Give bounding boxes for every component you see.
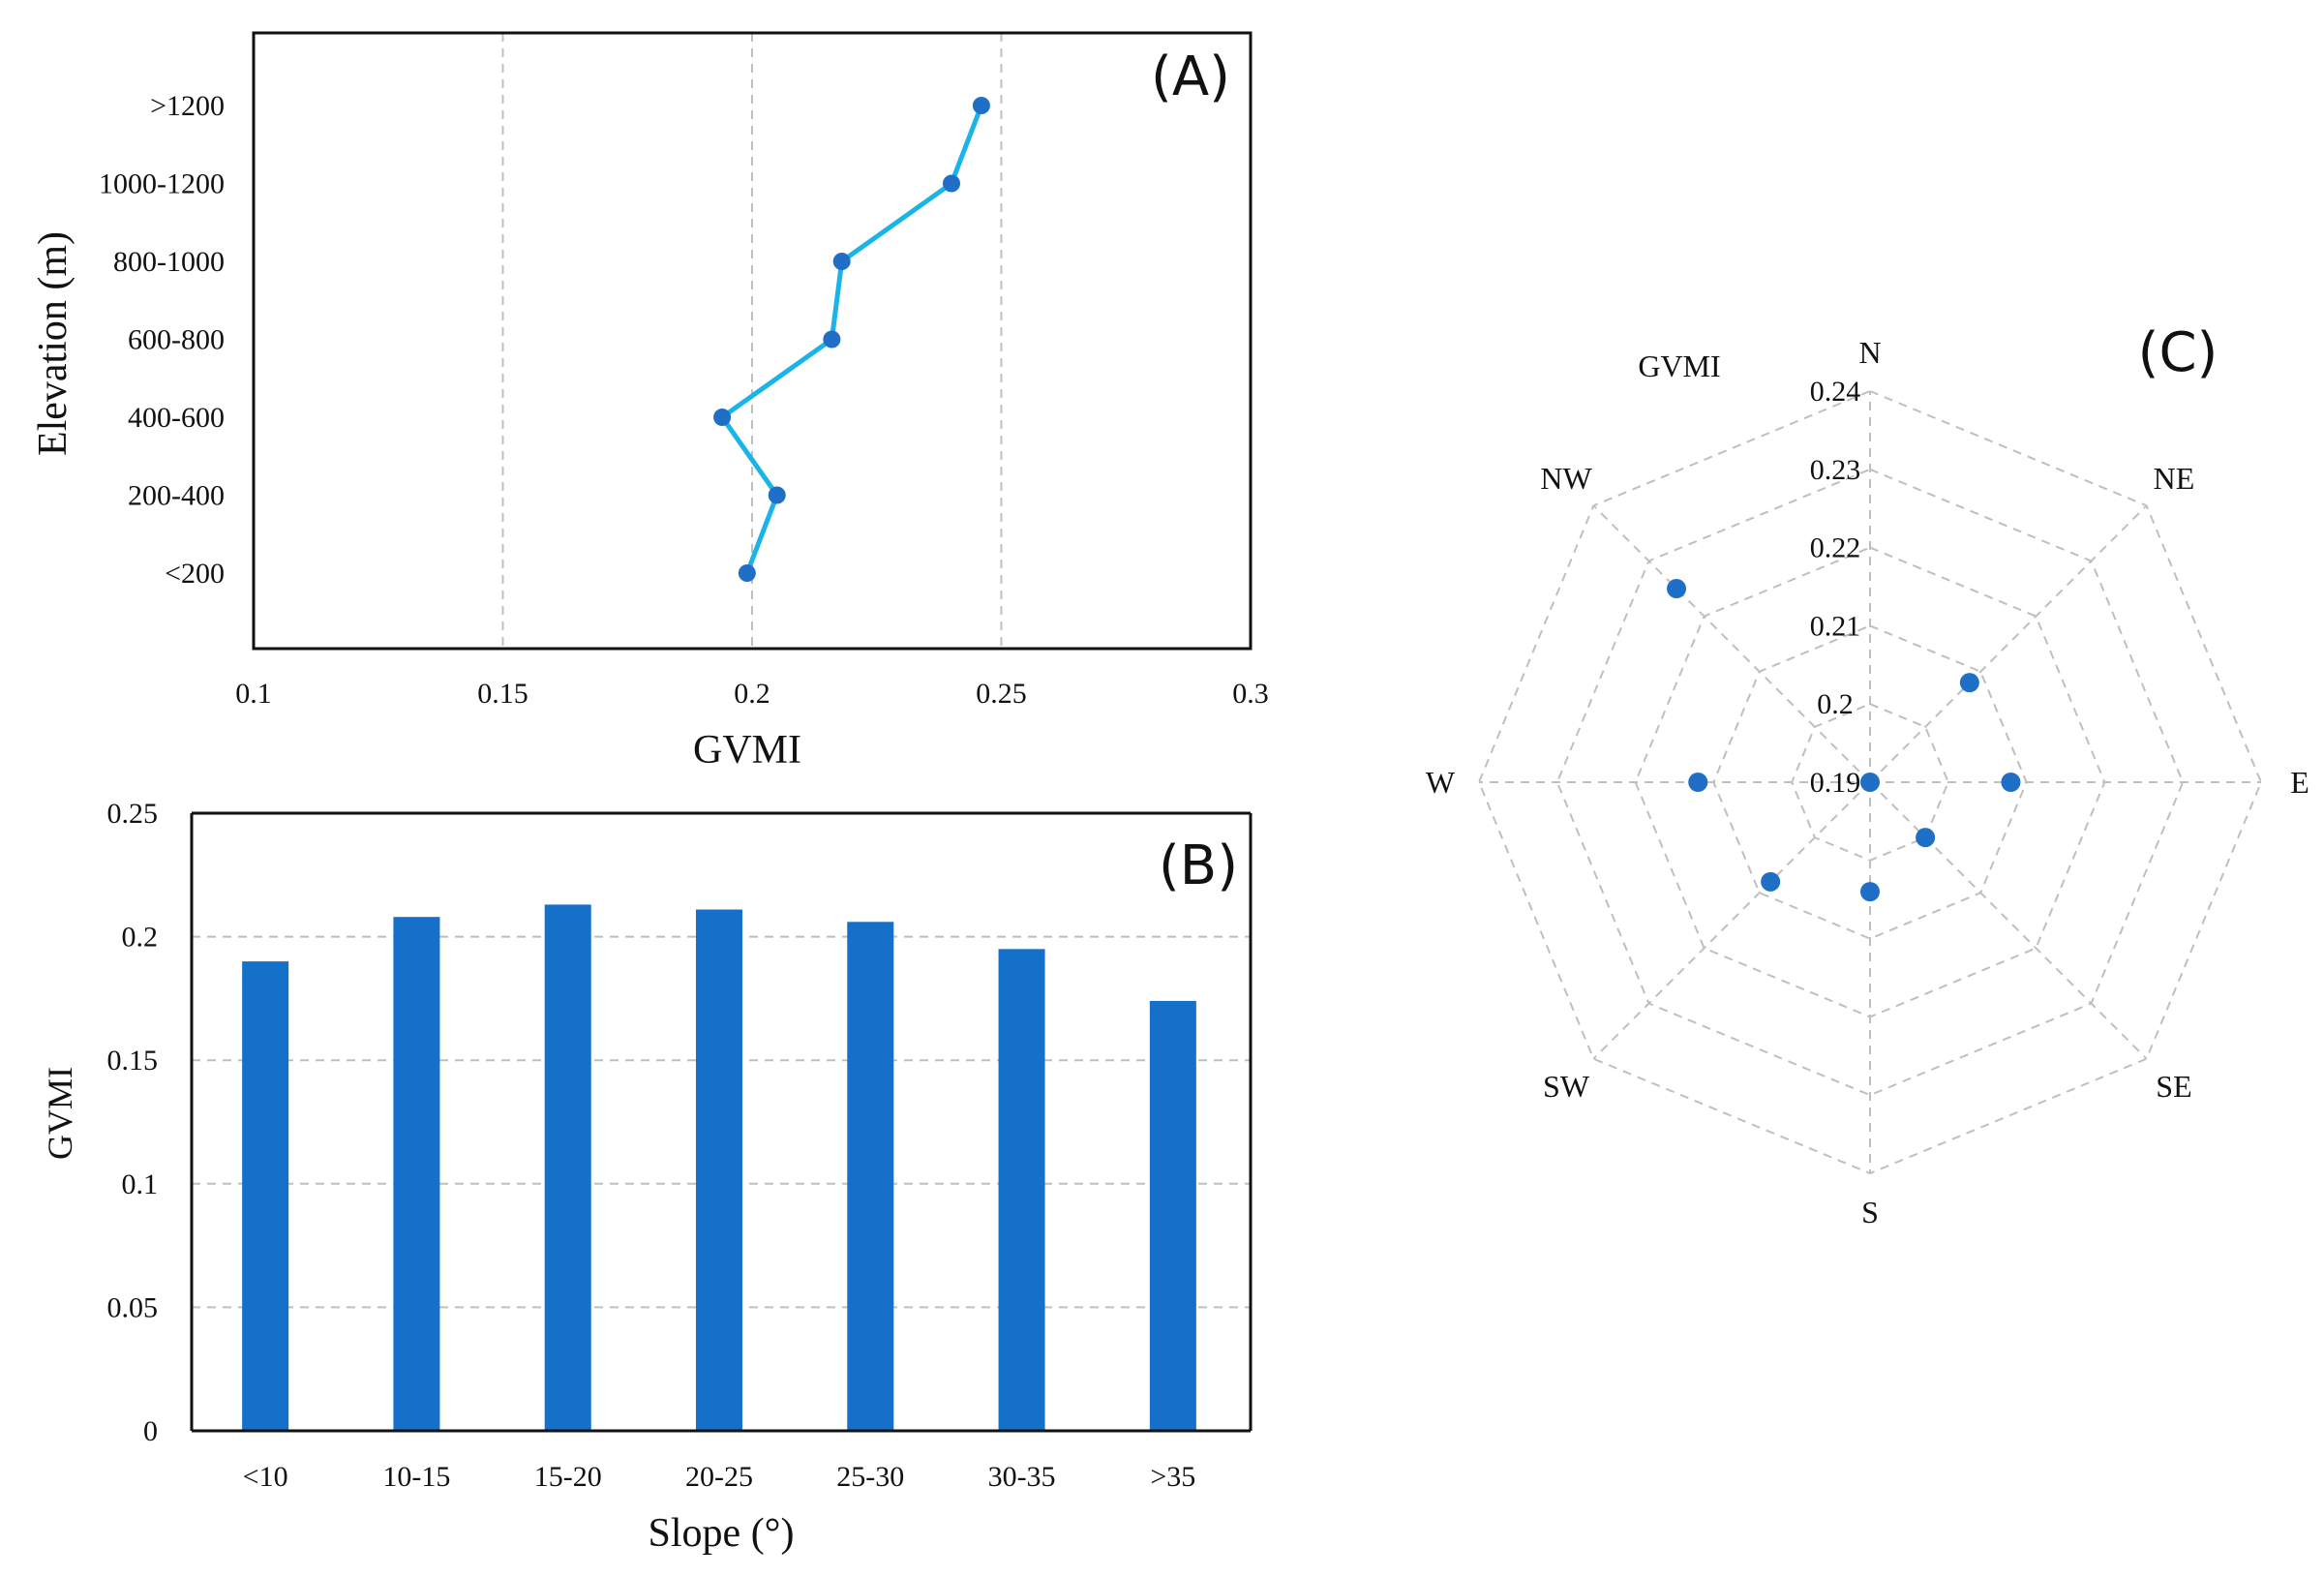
panel-c-points <box>1667 579 2021 902</box>
panel-c-direction-label: W <box>1426 765 1456 800</box>
panel-a-y-tick: 800-1000 <box>113 246 225 278</box>
panel-b-bar <box>242 961 289 1431</box>
panel-b-y-tick-labels: 0 0.05 0.1 0.15 0.2 0.25 <box>107 798 159 1447</box>
panel-a-gridlines <box>501 33 1003 649</box>
panel-a-x-tick: 0.2 <box>734 678 770 710</box>
panel-c-direction-label: SE <box>2156 1069 2191 1104</box>
panel-a-x-axis-title: GVMI <box>693 728 801 773</box>
panel-b-y-tick: 0.05 <box>107 1291 159 1323</box>
panel-c-spoke <box>1592 781 1871 1060</box>
panel-a-point <box>768 486 786 504</box>
panel-a-point <box>738 564 756 582</box>
panel-c-spoke <box>1869 781 2148 1060</box>
panel-a-y-tick: 400-600 <box>128 402 225 434</box>
panel-a-point <box>972 97 990 114</box>
panel-c-radial-tick: 0.21 <box>1810 610 1861 642</box>
panel-b-y-tick: 0.2 <box>122 922 159 954</box>
panel-c-radial-tick: 0.19 <box>1810 767 1861 799</box>
panel-c-radial-tick-labels: 0.19 0.2 0.21 0.22 0.23 0.24 <box>1810 376 1861 799</box>
panel-a-x-tick: 0.3 <box>1232 678 1269 710</box>
panel-c-point <box>1860 882 1880 902</box>
panel-a-x-tick: 0.15 <box>477 678 528 710</box>
panel-a-y-tick: 200-400 <box>128 480 225 512</box>
panel-c-radial-tick: 0.24 <box>1810 376 1861 408</box>
panel-b-y-tick: 0.15 <box>107 1045 159 1077</box>
panel-b-bars <box>242 904 1196 1431</box>
panel-c-aspect-radar: 0.19 0.2 0.21 0.22 0.23 0.24 N NE E SE S SW W NW GVM… <box>1426 321 2309 1229</box>
panel-c-series-name: GVMI <box>1638 349 1720 383</box>
panel-b-x-tick: <10 <box>243 1461 288 1493</box>
panel-b-bar <box>696 909 742 1431</box>
panel-c-direction-label: NW <box>1540 461 1592 496</box>
panel-b-bar <box>847 922 894 1431</box>
panel-b-label: (B) <box>1159 834 1238 897</box>
panel-a-label: (A) <box>1151 45 1230 108</box>
panel-a-x-tick: 0.1 <box>235 678 272 710</box>
panel-c-direction-label: SW <box>1543 1069 1590 1104</box>
panel-a-point <box>713 409 732 426</box>
panel-c-direction-label: E <box>2290 765 2309 800</box>
panel-c-direction-label: N <box>1858 335 1881 370</box>
panel-a-x-tick: 0.25 <box>976 678 1027 710</box>
panel-c-point <box>1860 773 1880 792</box>
panel-b-bar <box>544 904 591 1431</box>
panel-c-label: (C) <box>2138 321 2218 384</box>
panel-c-radial-tick: 0.2 <box>1817 688 1854 720</box>
panel-c-point <box>2001 773 2021 792</box>
panel-b-x-tick: >35 <box>1150 1461 1195 1493</box>
panel-a-y-tick: 1000-1200 <box>99 168 225 200</box>
panel-a-point <box>943 174 960 193</box>
panel-c-point <box>1688 773 1708 792</box>
panel-a-point <box>823 330 841 349</box>
panel-a-y-tick: <200 <box>165 558 225 590</box>
panel-a-y-tick: >1200 <box>150 90 225 122</box>
panel-a-point <box>832 253 851 270</box>
panel-c-radial-tick: 0.22 <box>1810 532 1861 564</box>
panel-c-point <box>1667 579 1687 599</box>
panel-a-y-axis-title: Elevation (m) <box>31 231 75 456</box>
panel-a-y-tick-labels: <200 200-400 400-600 600-800 800-1000 1000-12… <box>99 90 225 590</box>
panel-c-grid-ring <box>1555 468 2185 1097</box>
panel-c-radar-spokes <box>1479 391 2261 1173</box>
panel-b-y-tick: 0 <box>143 1415 158 1447</box>
panel-a-series-line <box>719 103 984 576</box>
panel-b-bar <box>1149 1000 1196 1431</box>
panel-a-elevation-chart: 0.1 0.15 0.2 0.25 0.3 <200 200-400 400-600 600-… <box>31 31 1269 773</box>
panel-b-x-tick: 20-25 <box>685 1461 753 1493</box>
panel-b-x-tick: 30-35 <box>988 1461 1056 1493</box>
panel-b-y-axis-title: GVMI <box>41 1067 79 1160</box>
panel-b-x-tick: 25-30 <box>836 1461 904 1493</box>
panel-c-direction-labels: N NE E SE S SW W NW <box>1426 335 2309 1229</box>
panel-b-x-axis-title: Slope (°) <box>649 1511 795 1556</box>
panel-b-x-tick: 15-20 <box>534 1461 602 1493</box>
panel-b-slope-chart: 0 0.05 0.1 0.15 0.2 0.25 <10 10-15 15-20 20-25 25… <box>41 798 1253 1556</box>
panel-c-point <box>1761 871 1781 892</box>
panel-c-point <box>1916 828 1936 848</box>
panel-a-plot-frame <box>252 31 1253 651</box>
panel-a-y-tick: 600-800 <box>128 324 225 356</box>
panel-b-bar <box>998 949 1045 1431</box>
panel-b-x-tick-labels: <10 10-15 15-20 20-25 25-30 30-35 >35 <box>243 1461 1196 1493</box>
panel-c-grid-ring <box>1712 624 2028 940</box>
panel-b-y-tick: 0.25 <box>107 798 159 830</box>
panel-c-point <box>1959 673 1979 693</box>
panel-a-x-tick-labels: 0.1 0.15 0.2 0.25 0.3 <box>235 678 1269 710</box>
panel-c-spoke <box>1592 504 1871 783</box>
panel-c-radial-tick: 0.23 <box>1810 454 1861 486</box>
panel-c-direction-label: S <box>1861 1195 1879 1229</box>
panel-c-direction-label: NE <box>2154 461 2195 496</box>
panel-b-x-tick: 10-15 <box>382 1461 450 1493</box>
panel-c-spoke <box>1869 504 2148 783</box>
panel-b-bar <box>393 917 440 1431</box>
panel-b-y-tick: 0.1 <box>122 1168 159 1200</box>
panel-a-points <box>713 97 990 582</box>
